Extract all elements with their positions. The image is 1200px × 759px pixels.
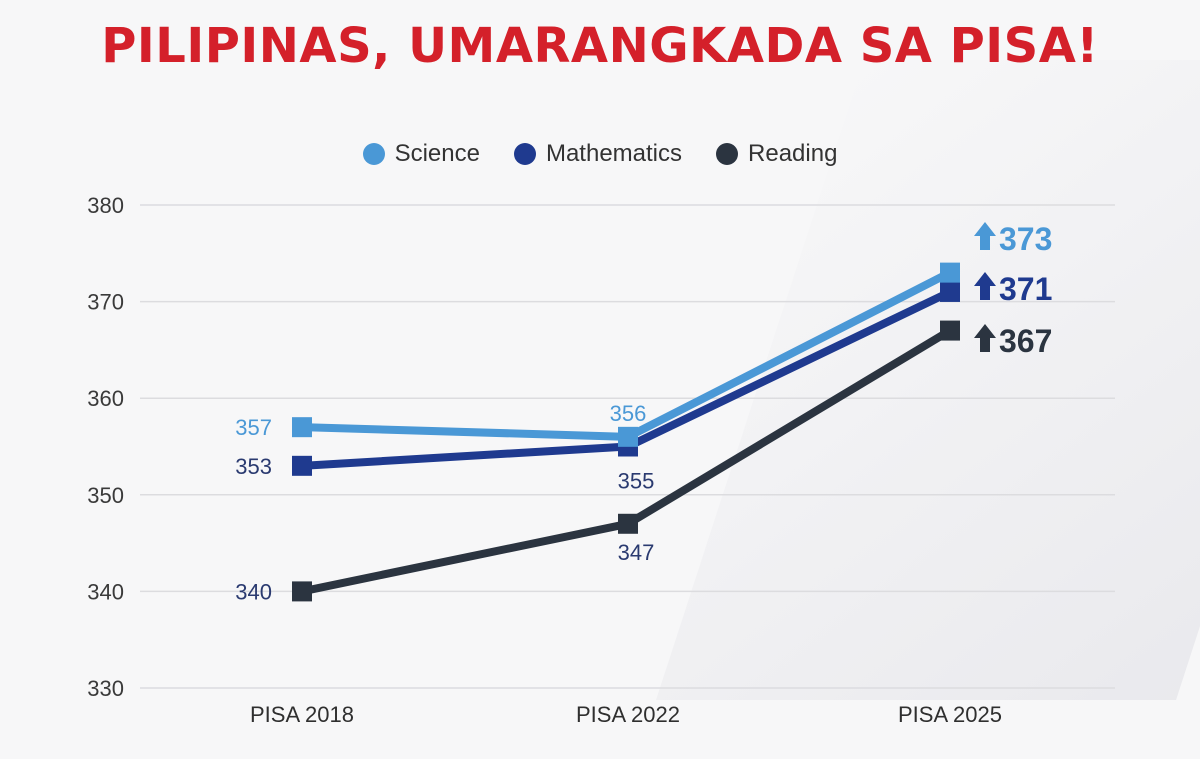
legend-marker-mathematics [513,143,536,165]
y-tick-350: 350 [87,483,124,508]
data-point-science [292,417,312,438]
legend: Science Mathematics Reading [0,140,1200,168]
data-point-reading [618,513,638,534]
x-tick-label: PISA 2018 [250,702,354,727]
end-label-reading: 367 [999,323,1052,359]
data-label-science: 356 [610,401,647,426]
legend-marker-reading [716,143,739,165]
data-point-mathematics [940,281,960,302]
up-arrow-icon [974,272,996,300]
end-label-mathematics: 371 [999,271,1052,307]
data-label-science: 357 [235,415,272,440]
y-tick-360: 360 [87,386,124,411]
data-point-reading [292,581,312,602]
legend-marker-science [362,143,385,165]
data-point-mathematics [292,455,312,476]
y-tick-380: 380 [87,193,124,218]
data-point-science [618,426,638,447]
legend-item-science: Science [362,140,480,168]
up-arrow-icon [974,324,996,352]
x-tick-label: PISA 2022 [576,702,680,727]
data-label-reading: 340 [235,579,272,604]
end-label-science: 373 [999,221,1052,257]
data-point-science [940,262,960,283]
data-label-reading: 347 [618,540,655,565]
legend-item-reading: Reading [716,140,837,168]
x-tick-label: PISA 2025 [898,702,1002,727]
chart-title: PILIPINAS, UMARANGKADA SA PISA! [101,18,1099,74]
data-point-reading [940,320,960,341]
y-tick-340: 340 [87,579,124,604]
legend-label-mathematics: Mathematics [545,140,683,167]
legend-item-mathematics: Mathematics [513,140,683,168]
up-arrow-icon [974,222,996,250]
y-tick-330: 330 [87,676,124,701]
data-label-mathematics: 353 [235,454,272,479]
y-tick-370: 370 [87,290,124,315]
data-label-mathematics: 355 [618,469,655,494]
legend-label-science: Science [394,140,480,167]
legend-label-reading: Reading [748,140,838,167]
